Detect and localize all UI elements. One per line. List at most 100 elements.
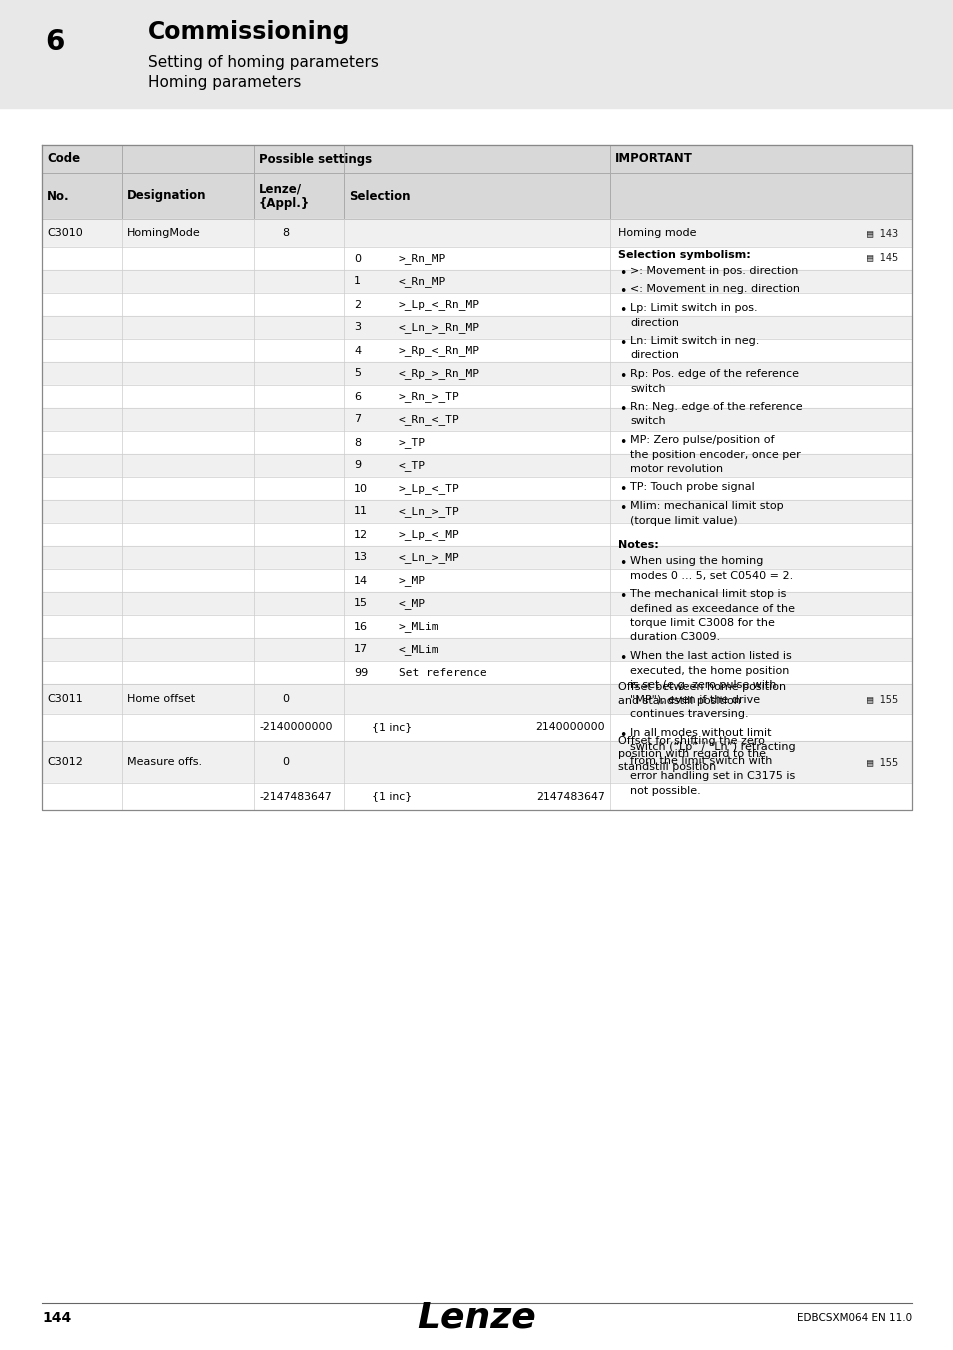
Text: Set reference: Set reference bbox=[398, 667, 486, 678]
Text: TP: Touch probe signal: TP: Touch probe signal bbox=[629, 482, 754, 493]
Text: IMPORTANT: IMPORTANT bbox=[615, 153, 692, 166]
Text: (torque limit value): (torque limit value) bbox=[629, 516, 737, 525]
Text: not possible.: not possible. bbox=[629, 786, 700, 795]
Text: •: • bbox=[618, 590, 626, 603]
Text: switch (“Lp” / “Ln”) retracting: switch (“Lp” / “Ln”) retracting bbox=[629, 743, 795, 752]
Text: Offset for shifting the zero
position with regard to the
standstill position: Offset for shifting the zero position wi… bbox=[618, 736, 765, 772]
Text: 11: 11 bbox=[354, 506, 368, 517]
Text: 5: 5 bbox=[354, 369, 360, 378]
Text: •: • bbox=[618, 370, 626, 383]
Text: >_Lp_<_MP: >_Lp_<_MP bbox=[398, 529, 459, 540]
Text: C3010: C3010 bbox=[47, 228, 83, 238]
Text: 8: 8 bbox=[282, 228, 289, 238]
Text: >_TP: >_TP bbox=[398, 437, 426, 448]
Text: EDBCSXM064 EN 11.0: EDBCSXM064 EN 11.0 bbox=[796, 1314, 911, 1323]
Text: When using the homing: When using the homing bbox=[629, 556, 762, 566]
Text: <_Ln_>_MP: <_Ln_>_MP bbox=[398, 552, 459, 563]
Text: Rn: Neg. edge of the reference: Rn: Neg. edge of the reference bbox=[629, 402, 801, 412]
Text: >_Lp_<_TP: >_Lp_<_TP bbox=[398, 483, 459, 494]
Text: "MP"), even if the drive: "MP"), even if the drive bbox=[629, 694, 760, 705]
Text: HomingMode: HomingMode bbox=[127, 228, 200, 238]
Text: 17: 17 bbox=[354, 644, 368, 655]
Text: 7: 7 bbox=[354, 414, 361, 424]
Text: 3: 3 bbox=[354, 323, 360, 332]
Text: is set (e.g. zero pulse with: is set (e.g. zero pulse with bbox=[629, 680, 776, 690]
Text: -2147483647: -2147483647 bbox=[258, 791, 332, 802]
Text: Homing mode: Homing mode bbox=[618, 228, 696, 238]
Text: Homing parameters: Homing parameters bbox=[148, 74, 301, 89]
Text: 0: 0 bbox=[354, 254, 360, 263]
Text: >_Rp_<_Rn_MP: >_Rp_<_Rn_MP bbox=[398, 346, 479, 356]
Text: 12: 12 bbox=[354, 529, 368, 540]
Text: motor revolution: motor revolution bbox=[629, 464, 722, 474]
Text: Measure offs.: Measure offs. bbox=[127, 757, 202, 767]
Text: <_Ln_>_Rn_MP: <_Ln_>_Rn_MP bbox=[398, 323, 479, 333]
Text: Code: Code bbox=[47, 153, 80, 166]
Text: Lenze: Lenze bbox=[417, 1301, 536, 1335]
Text: In all modes without limit: In all modes without limit bbox=[629, 728, 771, 737]
Text: <_Rn_MP: <_Rn_MP bbox=[398, 275, 446, 288]
Text: •: • bbox=[618, 267, 626, 279]
Text: modes 0 ... 5, set C0540 = 2.: modes 0 ... 5, set C0540 = 2. bbox=[629, 571, 792, 580]
Text: •: • bbox=[618, 436, 626, 450]
Text: ▤ 143: ▤ 143 bbox=[866, 228, 898, 238]
Text: >_Rn_>_TP: >_Rn_>_TP bbox=[398, 392, 459, 402]
Text: Rp: Pos. edge of the reference: Rp: Pos. edge of the reference bbox=[629, 369, 799, 379]
Text: Notes:: Notes: bbox=[618, 540, 659, 549]
Text: 15: 15 bbox=[354, 598, 368, 609]
Text: Mlim: mechanical limit stop: Mlim: mechanical limit stop bbox=[629, 501, 782, 512]
Text: <_Rn_<_TP: <_Rn_<_TP bbox=[398, 414, 459, 425]
Text: ▤ 155: ▤ 155 bbox=[866, 694, 898, 703]
Text: direction: direction bbox=[629, 351, 679, 360]
Text: Selection: Selection bbox=[349, 189, 410, 202]
Text: <_Ln_>_TP: <_Ln_>_TP bbox=[398, 506, 459, 517]
Text: executed, the home position: executed, the home position bbox=[629, 666, 788, 675]
Text: -2140000000: -2140000000 bbox=[258, 722, 333, 733]
Text: >_Lp_<_Rn_MP: >_Lp_<_Rn_MP bbox=[398, 300, 479, 310]
Text: No.: No. bbox=[47, 189, 70, 202]
Text: •: • bbox=[618, 404, 626, 416]
Text: 2147483647: 2147483647 bbox=[536, 791, 604, 802]
Text: •: • bbox=[618, 483, 626, 497]
Text: 99: 99 bbox=[354, 667, 368, 678]
Text: 2140000000: 2140000000 bbox=[535, 722, 604, 733]
Text: •: • bbox=[618, 338, 626, 350]
Text: Selection symbolism:: Selection symbolism: bbox=[618, 250, 750, 261]
Text: Offset between home position
and standstill position: Offset between home position and standst… bbox=[618, 682, 785, 706]
Text: 0: 0 bbox=[282, 694, 289, 703]
Text: C3012: C3012 bbox=[47, 757, 83, 767]
Text: 10: 10 bbox=[354, 483, 368, 494]
Text: 16: 16 bbox=[354, 621, 368, 632]
Text: continues traversing.: continues traversing. bbox=[629, 709, 748, 720]
Text: •: • bbox=[618, 502, 626, 514]
Text: >_MLim: >_MLim bbox=[398, 621, 439, 632]
Text: switch: switch bbox=[629, 383, 665, 393]
Text: <: Movement in neg. direction: <: Movement in neg. direction bbox=[629, 285, 800, 294]
Text: Designation: Designation bbox=[127, 189, 206, 202]
Text: 14: 14 bbox=[354, 575, 368, 586]
Text: •: • bbox=[618, 558, 626, 570]
Text: <_Rp_>_Rn_MP: <_Rp_>_Rn_MP bbox=[398, 369, 479, 379]
Text: {1 inc}: {1 inc} bbox=[372, 722, 412, 733]
Text: •: • bbox=[618, 304, 626, 317]
Text: •: • bbox=[618, 285, 626, 298]
Text: 2: 2 bbox=[354, 300, 361, 309]
Text: 6: 6 bbox=[354, 392, 360, 401]
Text: 0: 0 bbox=[282, 757, 289, 767]
Text: torque limit C3008 for the: torque limit C3008 for the bbox=[629, 618, 774, 628]
Text: Home offset: Home offset bbox=[127, 694, 195, 703]
Text: 4: 4 bbox=[354, 346, 361, 355]
Text: >_MP: >_MP bbox=[398, 575, 426, 586]
Text: 9: 9 bbox=[354, 460, 361, 471]
Text: <_MP: <_MP bbox=[398, 598, 426, 609]
Text: The mechanical limit stop is: The mechanical limit stop is bbox=[629, 589, 785, 599]
Text: {Appl.}: {Appl.} bbox=[258, 197, 310, 209]
Text: from the limit switch with: from the limit switch with bbox=[629, 756, 772, 767]
Text: <_TP: <_TP bbox=[398, 460, 426, 471]
Text: error handling set in C3175 is: error handling set in C3175 is bbox=[629, 771, 795, 782]
Text: Commissioning: Commissioning bbox=[148, 20, 350, 45]
Text: Lenze/: Lenze/ bbox=[258, 182, 302, 196]
Text: >: Movement in pos. direction: >: Movement in pos. direction bbox=[629, 266, 798, 275]
Text: 6: 6 bbox=[45, 28, 64, 55]
Text: Ln: Limit switch in neg.: Ln: Limit switch in neg. bbox=[629, 336, 759, 346]
